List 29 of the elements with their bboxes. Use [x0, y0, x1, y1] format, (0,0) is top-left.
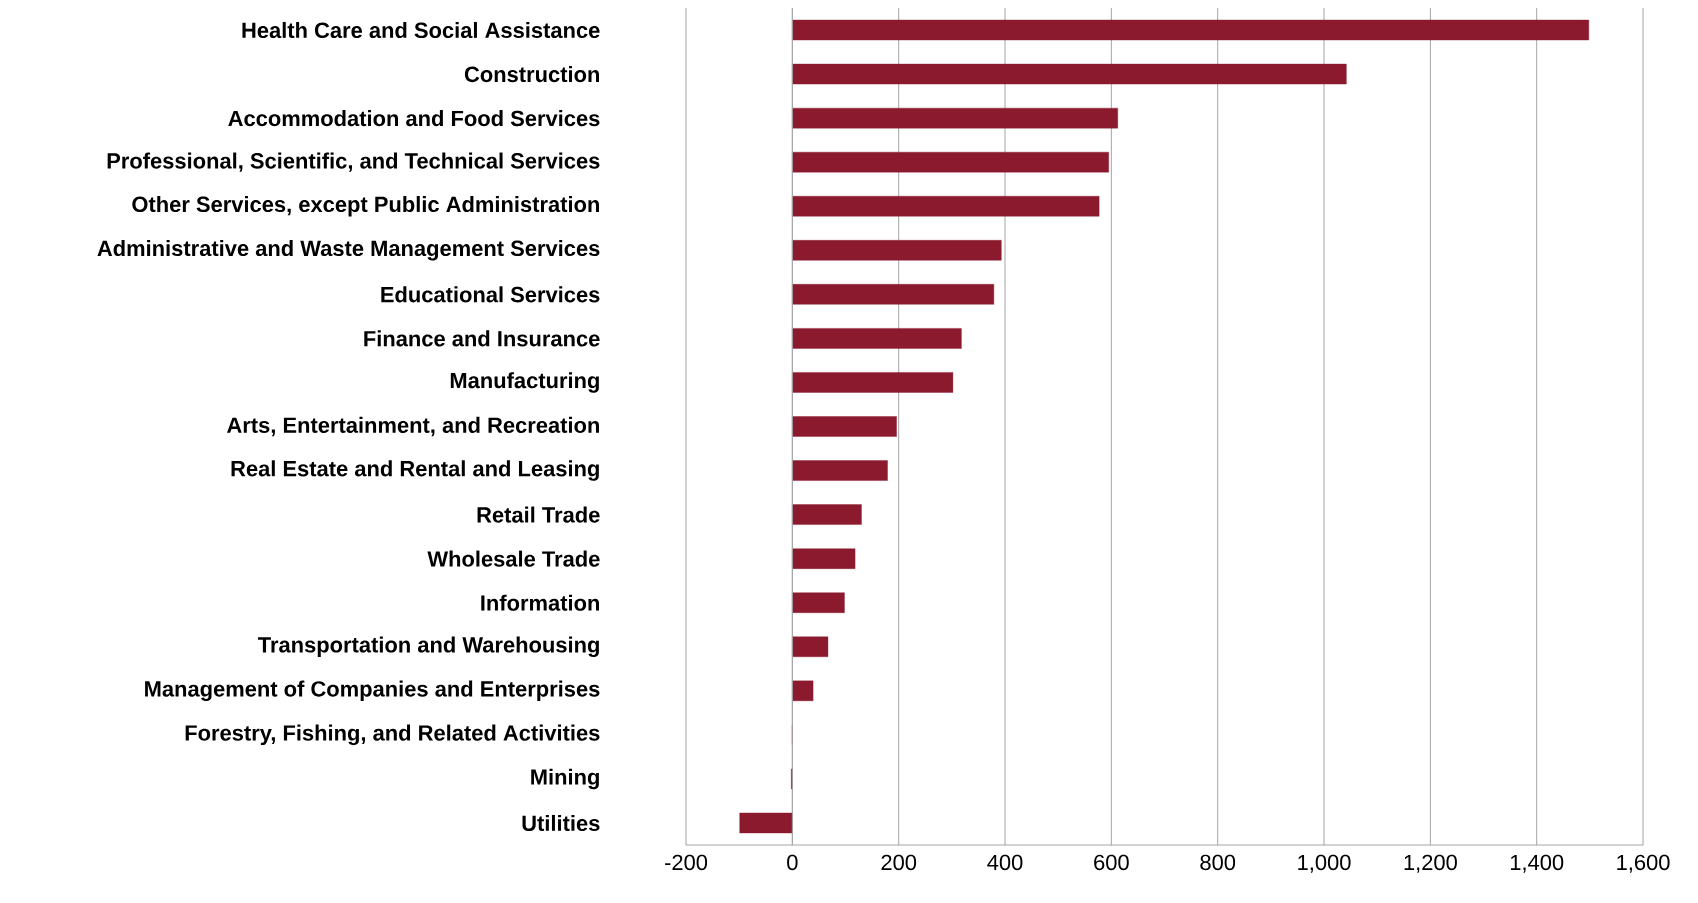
y-tick-label: Manufacturing: [450, 372, 599, 393]
x-tick-label: 1,400: [1510, 854, 1564, 873]
y-tick-label: Other Services, except Public Administration: [132, 196, 599, 217]
y-tick-label: Real Estate and Rental and Leasing: [231, 460, 599, 481]
y-tick-label: Forestry, Fishing, and Related Activities: [185, 724, 600, 746]
y-tick-label: Wholesale Trade: [427, 550, 600, 567]
y-tick-label: Utilities: [522, 814, 600, 832]
x-tick-label: 1,600: [1617, 854, 1670, 873]
y-tick-label: Health Care and Social Assistance: [242, 21, 600, 39]
y-tick-label: Mining: [531, 768, 599, 790]
y-tick-label: Information: [481, 594, 600, 611]
y-tick-label: Administrative and Waste Management Services: [97, 240, 600, 261]
x-tick-label: 1,200: [1404, 854, 1457, 873]
y-tick-label: Arts, Entertainment, and Recreation: [227, 416, 599, 437]
y-tick-label: Management of Companies and Enterprises: [145, 680, 600, 702]
x-tick-label: 800: [1200, 854, 1236, 871]
y-tick-label: Construction: [464, 66, 600, 83]
y-tick-label: Retail Trade: [477, 506, 600, 523]
x-tick-label: -200: [665, 854, 708, 871]
y-tick-label: Accommodation and Food Services: [228, 110, 600, 127]
y-tick-label: Educational Services: [381, 286, 600, 303]
y-tick-label: Finance and Insurance: [364, 330, 600, 347]
y-tick-label: Professional, Scientific, and Technical Services: [107, 152, 600, 172]
x-tick-label: 600: [1094, 854, 1129, 871]
y-tick-label: Transportation and Warehousing: [258, 636, 599, 658]
x-tick-label: 200: [881, 854, 917, 871]
x-tick-label: 0: [787, 854, 798, 871]
x-tick-label: 400: [987, 854, 1023, 871]
x-tick-label: 1,000: [1298, 854, 1351, 873]
